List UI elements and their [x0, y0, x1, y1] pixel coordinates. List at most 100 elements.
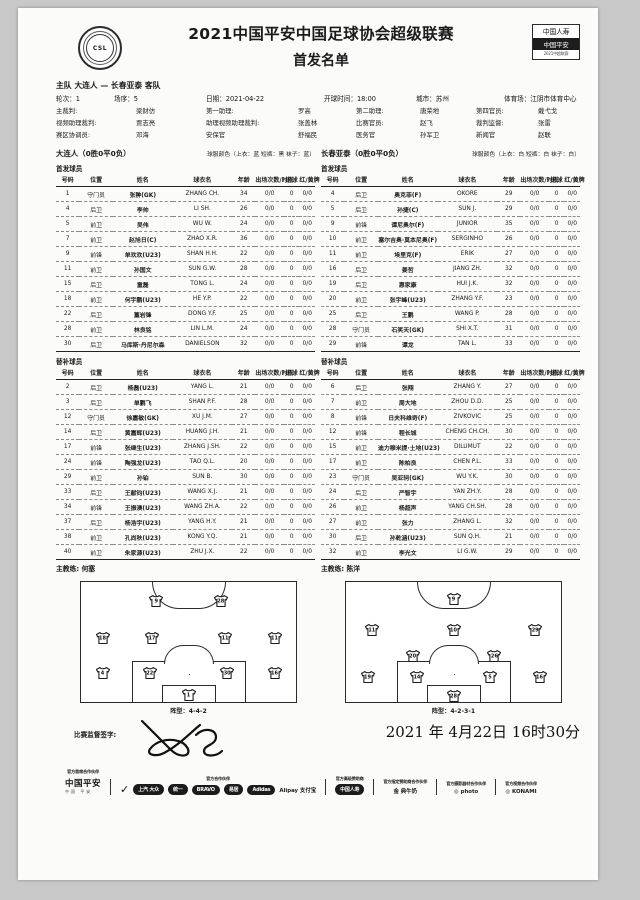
- sponsor-group: 官方视频合作伙伴 ◎ KONAMI: [500, 781, 542, 795]
- cell-age: 30: [497, 424, 521, 440]
- cell-cards: 0/0: [564, 379, 580, 395]
- col-age: 年龄: [497, 367, 521, 380]
- cell-cards: 0/0: [564, 484, 580, 500]
- sponsor-group: 官方指定赞助商合作伙伴金 典牛奶: [378, 779, 432, 795]
- cell-pos: 后卫: [79, 201, 113, 217]
- cell-shirt: YAN ZH.Y.: [437, 484, 498, 500]
- city-value: 苏州: [435, 95, 449, 103]
- pitch-shirt-number: 9: [451, 596, 456, 603]
- table-row: 30 后卫 马库斯·丹尼尔森 DANIELSON 32 0/0 0 0/0: [56, 336, 315, 352]
- cell-pos: 前锋: [79, 454, 113, 470]
- cell-cards: 0/0: [299, 306, 315, 322]
- pitch-shirt-icon: 20: [405, 650, 420, 663]
- cell-apps: 0/0: [255, 261, 284, 277]
- cell-shirt: WU W.: [172, 216, 233, 232]
- table-row: 26 前卫 杨超声 YANG CH.SH. 28 0/0 0 0/0: [321, 499, 580, 515]
- cell-num: 17: [321, 454, 345, 470]
- officials-row: 主裁判: 梁财仿 第一助理: 罗高 第二助理: 唐荣地 第四官员: 戴弋戈: [56, 105, 586, 117]
- cell-apps: 0/0: [255, 246, 284, 262]
- cell-name: 埃里克(F): [377, 246, 438, 262]
- cell-name: 林良铭: [112, 321, 173, 337]
- away-kit-colors: 球服颜色（上衣：白 短裤：白 袜子：白）: [471, 152, 580, 158]
- cell-age: 25: [497, 394, 521, 410]
- cell-pos: 前锋: [79, 439, 113, 455]
- six-yard-box: [161, 685, 216, 702]
- cell-apps: 0/0: [520, 469, 549, 485]
- table-row: 15 前卫 迪力穆米提·土地(U23) DILUMUT 22 0/0 0 0/0: [321, 439, 580, 455]
- cell-pos: 前锋: [344, 409, 378, 425]
- coach-label: 主教练:: [56, 565, 80, 573]
- sponsor-logo: 易居: [223, 784, 244, 795]
- away-starters-table: 号码 位置 姓名 球衣名 年龄 出场次数/时间 进球 红/黄牌 4 后卫 奥克菲(F…: [321, 174, 585, 352]
- cell-shirt: JUNIOR: [437, 216, 498, 232]
- sponsor-caption: 官方摄影器材合作伙伴: [446, 781, 487, 786]
- home-starters-label: 首发球员: [56, 165, 83, 173]
- cell-apps: 0/0: [255, 499, 284, 515]
- cell-name: 马库斯·丹尼尔森: [112, 336, 173, 352]
- cell-num: 19: [321, 276, 345, 292]
- cell-name: 张继生(U23): [112, 439, 173, 455]
- cell-age: 22: [232, 291, 256, 307]
- cell-pos: 前卫: [79, 261, 113, 277]
- cell-num: 5: [321, 201, 345, 217]
- cell-age: 22: [232, 499, 256, 515]
- official-label: 主裁判:: [56, 107, 78, 115]
- cell-shirt: KONG Y.Q.: [172, 529, 233, 545]
- col-pos: 位置: [344, 174, 378, 187]
- cell-name: 孙铂: [112, 469, 173, 485]
- cell-apps: 0/0: [520, 336, 549, 352]
- cell-goals: 0: [548, 379, 565, 395]
- sponsor-logo: ◎ KONAMI: [505, 789, 537, 795]
- sponsor-group: 官方首席合作伙伴 中国平安 中国 平安: [60, 769, 106, 795]
- col-num: 号码: [56, 367, 80, 380]
- pitch-shirt-icon: 16: [267, 667, 282, 680]
- cell-age: 32: [232, 336, 256, 352]
- pitch-shirt-icon: 29: [528, 623, 543, 637]
- cell-pos: 守门员: [79, 186, 113, 202]
- cell-apps: 0/0: [255, 454, 284, 470]
- cell-cards: 0/0: [564, 276, 580, 292]
- cell-shirt: ZHOU D.D.: [437, 394, 498, 410]
- cell-num: 28: [321, 321, 345, 337]
- cell-num: 10: [321, 231, 345, 247]
- cell-name: 王鹏: [377, 306, 438, 322]
- cell-shirt: SUN J.: [437, 201, 498, 217]
- home-away-label: 主队: [56, 81, 72, 90]
- cell-pos: 守门员: [344, 469, 378, 485]
- pitch-shirt-icon: 17: [144, 632, 159, 645]
- cell-shirt: DONG Y.F.: [172, 306, 233, 322]
- cell-age: 30: [497, 469, 521, 485]
- col-goals: 进球: [548, 174, 565, 187]
- cell-goals: 0: [283, 379, 300, 395]
- cell-age: 21: [232, 529, 256, 545]
- home-team-name: 大连人（0胜0平0负）: [56, 149, 131, 158]
- badge-line-1: 中国人寿: [542, 28, 570, 36]
- official-label: 第一助理:: [206, 107, 234, 115]
- cell-age: 27: [232, 409, 256, 425]
- col-num: 号码: [56, 174, 80, 187]
- cell-name: 徐嘉敏(GK): [112, 409, 173, 425]
- cell-shirt: HUI J.K.: [437, 276, 498, 292]
- cell-cards: 0/0: [564, 454, 580, 470]
- cell-name: 惠家康: [377, 276, 438, 292]
- col-cards: 红/黄牌: [564, 174, 585, 187]
- cell-cards: 0/0: [564, 424, 580, 440]
- cell-goals: 0: [283, 469, 300, 485]
- home-pitch-diagram: 9 28 18 17 11 11 4 22 30 16 1: [80, 581, 297, 703]
- table-row: 17 前锋 张继生(U23) ZHANG J.SH. 22 0/0 0 0/0: [56, 439, 315, 455]
- pitch-shirt-icon: 28: [446, 689, 461, 703]
- cell-apps: 0/0: [255, 321, 284, 337]
- cell-goals: 0: [283, 529, 300, 545]
- cell-goals: 0: [548, 231, 565, 247]
- cell-pos: 前卫: [344, 291, 378, 307]
- official-value: 张雷: [538, 119, 551, 127]
- cell-num: 7: [321, 394, 345, 410]
- col-cards: 红/黄牌: [299, 174, 320, 187]
- cell-cards: 0/0: [299, 544, 315, 560]
- cell-num: 18: [56, 291, 80, 307]
- cell-age: 30: [232, 469, 256, 485]
- cell-shirt: SHI X.T.: [437, 321, 498, 337]
- pitch-shirt-number: 1: [186, 692, 191, 699]
- away-formation-wrap: 9 11 10 29 20 26 19 14 5 16 28 阵型：4-2-3-1: [321, 581, 586, 715]
- cell-num: 24: [321, 484, 345, 500]
